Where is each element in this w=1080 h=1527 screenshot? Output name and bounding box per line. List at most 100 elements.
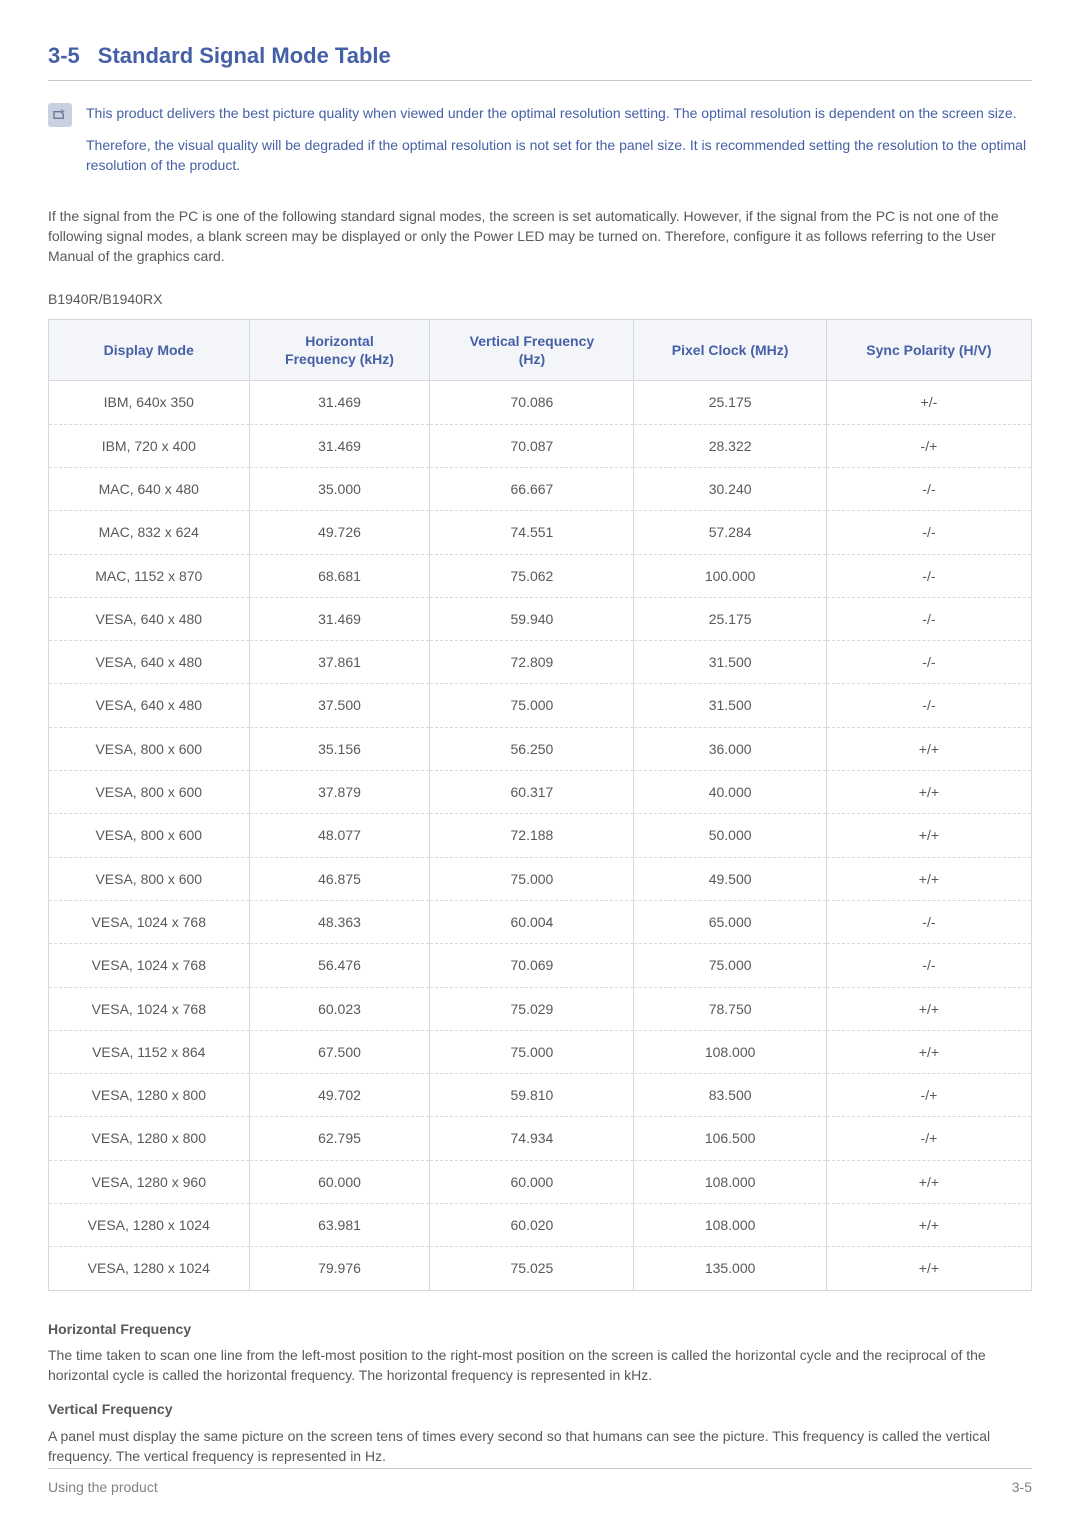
table-row: VESA, 640 x 48037.50075.00031.500-/- xyxy=(49,684,1032,727)
table-cell: 36.000 xyxy=(634,727,826,770)
table-cell: 31.469 xyxy=(249,597,430,640)
table-cell: MAC, 832 x 624 xyxy=(49,511,250,554)
table-cell: -/- xyxy=(826,467,1031,510)
table-row: VESA, 1024 x 76860.02375.02978.750+/+ xyxy=(49,987,1032,1030)
table-cell: 25.175 xyxy=(634,597,826,640)
table-cell: 83.500 xyxy=(634,1074,826,1117)
table-cell: VESA, 640 x 480 xyxy=(49,597,250,640)
table-cell: -/- xyxy=(826,641,1031,684)
col-pixel-clock: Pixel Clock (MHz) xyxy=(634,319,826,380)
table-cell: 66.667 xyxy=(430,467,634,510)
table-row: VESA, 640 x 48037.86172.80931.500-/- xyxy=(49,641,1032,684)
note-icon xyxy=(48,103,72,127)
table-cell: VESA, 1280 x 800 xyxy=(49,1074,250,1117)
model-label: B1940R/B1940RX xyxy=(48,289,1032,309)
table-cell: 62.795 xyxy=(249,1117,430,1160)
horizontal-freq-heading: Horizontal Frequency xyxy=(48,1319,1032,1339)
table-cell: VESA, 1024 x 768 xyxy=(49,944,250,987)
table-row: VESA, 800 x 60046.87575.00049.500+/+ xyxy=(49,857,1032,900)
table-row: VESA, 1280 x 80049.70259.81083.500-/+ xyxy=(49,1074,1032,1117)
table-row: MAC, 832 x 62449.72674.55157.284-/- xyxy=(49,511,1032,554)
table-cell: 135.000 xyxy=(634,1247,826,1290)
table-cell: 75.000 xyxy=(634,944,826,987)
table-cell: 108.000 xyxy=(634,1160,826,1203)
table-cell: +/+ xyxy=(826,814,1031,857)
table-cell: 108.000 xyxy=(634,1030,826,1073)
table-cell: 60.000 xyxy=(430,1160,634,1203)
table-cell: +/+ xyxy=(826,1247,1031,1290)
table-cell: VESA, 1152 x 864 xyxy=(49,1030,250,1073)
table-row: VESA, 640 x 48031.46959.94025.175-/- xyxy=(49,597,1032,640)
table-row: VESA, 1280 x 102463.98160.020108.000+/+ xyxy=(49,1203,1032,1246)
table-cell: IBM, 720 x 400 xyxy=(49,424,250,467)
table-cell: +/- xyxy=(826,381,1031,424)
table-cell: 31.469 xyxy=(249,381,430,424)
table-cell: +/+ xyxy=(826,1203,1031,1246)
table-cell: -/- xyxy=(826,597,1031,640)
table-cell: IBM, 640x 350 xyxy=(49,381,250,424)
table-cell: 59.940 xyxy=(430,597,634,640)
table-cell: 28.322 xyxy=(634,424,826,467)
page-footer: Using the product 3-5 xyxy=(48,1468,1032,1497)
table-cell: -/- xyxy=(826,684,1031,727)
table-cell: 59.810 xyxy=(430,1074,634,1117)
table-cell: 70.086 xyxy=(430,381,634,424)
table-cell: +/+ xyxy=(826,727,1031,770)
table-row: VESA, 1024 x 76856.47670.06975.000-/- xyxy=(49,944,1032,987)
table-row: MAC, 640 x 48035.00066.66730.240-/- xyxy=(49,467,1032,510)
table-cell: 60.317 xyxy=(430,771,634,814)
table-cell: -/- xyxy=(826,900,1031,943)
table-cell: 31.469 xyxy=(249,424,430,467)
table-cell: 48.363 xyxy=(249,900,430,943)
table-cell: 49.702 xyxy=(249,1074,430,1117)
table-cell: 72.188 xyxy=(430,814,634,857)
col-sync-polarity: Sync Polarity (H/V) xyxy=(826,319,1031,380)
table-cell: 60.023 xyxy=(249,987,430,1030)
table-cell: VESA, 1280 x 1024 xyxy=(49,1203,250,1246)
table-cell: -/+ xyxy=(826,1117,1031,1160)
table-cell: 68.681 xyxy=(249,554,430,597)
footer-left: Using the product xyxy=(48,1477,158,1497)
table-cell: VESA, 640 x 480 xyxy=(49,641,250,684)
table-row: IBM, 640x 35031.46970.08625.175+/- xyxy=(49,381,1032,424)
table-cell: +/+ xyxy=(826,1160,1031,1203)
table-cell: 35.156 xyxy=(249,727,430,770)
table-cell: 35.000 xyxy=(249,467,430,510)
table-cell: 108.000 xyxy=(634,1203,826,1246)
table-cell: VESA, 1280 x 800 xyxy=(49,1117,250,1160)
table-cell: 40.000 xyxy=(634,771,826,814)
table-cell: +/+ xyxy=(826,857,1031,900)
section-number: 3-5 xyxy=(48,40,80,72)
table-cell: +/+ xyxy=(826,987,1031,1030)
note-paragraph: Therefore, the visual quality will be de… xyxy=(86,135,1032,176)
table-cell: -/+ xyxy=(826,424,1031,467)
vertical-freq-heading: Vertical Frequency xyxy=(48,1399,1032,1419)
table-row: VESA, 800 x 60037.87960.31740.000+/+ xyxy=(49,771,1032,814)
table-cell: 50.000 xyxy=(634,814,826,857)
section-title: Standard Signal Mode Table xyxy=(98,40,391,72)
table-cell: 70.087 xyxy=(430,424,634,467)
intro-paragraph: If the signal from the PC is one of the … xyxy=(48,206,1032,267)
table-cell: VESA, 800 x 600 xyxy=(49,727,250,770)
table-cell: 46.875 xyxy=(249,857,430,900)
table-cell: 37.500 xyxy=(249,684,430,727)
table-row: VESA, 800 x 60048.07772.18850.000+/+ xyxy=(49,814,1032,857)
table-cell: VESA, 640 x 480 xyxy=(49,684,250,727)
table-cell: 106.500 xyxy=(634,1117,826,1160)
table-cell: 56.250 xyxy=(430,727,634,770)
table-cell: 49.500 xyxy=(634,857,826,900)
table-cell: VESA, 1280 x 960 xyxy=(49,1160,250,1203)
table-cell: 79.976 xyxy=(249,1247,430,1290)
table-cell: 37.879 xyxy=(249,771,430,814)
table-cell: VESA, 800 x 600 xyxy=(49,771,250,814)
table-header-row: Display Mode Horizontal Frequency (kHz) … xyxy=(49,319,1032,380)
vertical-freq-body: A panel must display the same picture on… xyxy=(48,1426,1032,1467)
table-cell: MAC, 640 x 480 xyxy=(49,467,250,510)
col-display-mode: Display Mode xyxy=(49,319,250,380)
table-cell: 60.020 xyxy=(430,1203,634,1246)
note-paragraph: This product delivers the best picture q… xyxy=(86,103,1032,123)
signal-mode-table: Display Mode Horizontal Frequency (kHz) … xyxy=(48,319,1032,1291)
table-row: VESA, 800 x 60035.15656.25036.000+/+ xyxy=(49,727,1032,770)
col-horizontal-freq: Horizontal Frequency (kHz) xyxy=(249,319,430,380)
table-cell: 60.004 xyxy=(430,900,634,943)
